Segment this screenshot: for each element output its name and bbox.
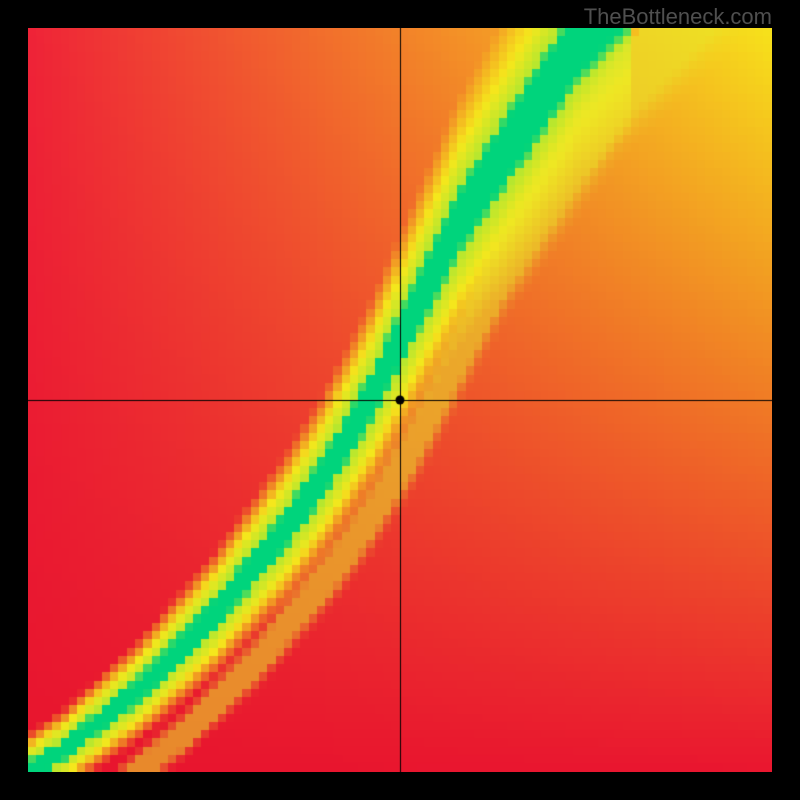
watermark-label: TheBottleneck.com: [584, 4, 772, 30]
bottleneck-heatmap: [28, 28, 772, 772]
chart-frame: TheBottleneck.com: [0, 0, 800, 800]
